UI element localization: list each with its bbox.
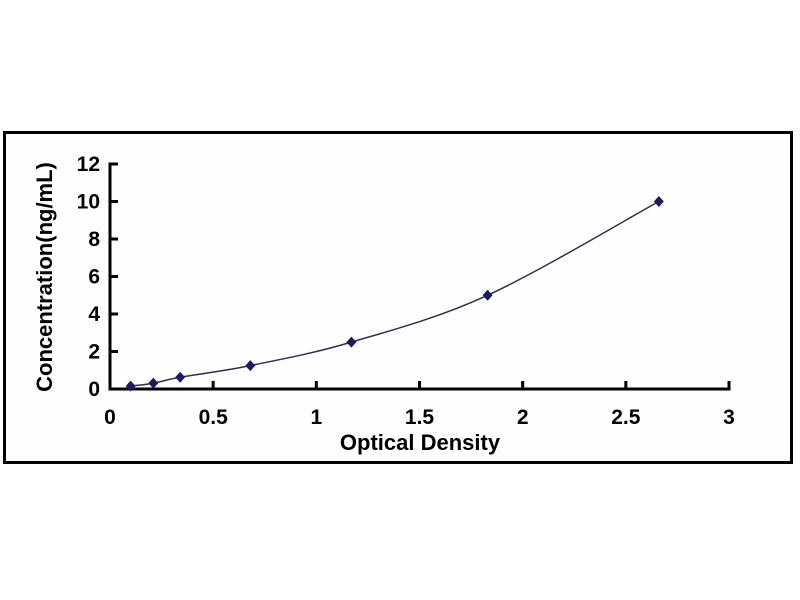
standard-curve-plot: 0 0.5 1 1.5 2 2.5 3 0 2 4 6 8 10 12 Optical Density C… [32,153,735,455]
y-tick-label: 2 [88,341,100,364]
y-tick-label: 0 [88,378,100,401]
x-tick-label: 2 [517,406,529,429]
y-tick-label: 4 [88,303,100,326]
data-point-marker [653,196,664,207]
x-tick-label: 3 [723,406,735,429]
data-point-marker [482,289,493,301]
y-tick-label: 10 [77,191,100,214]
data-point-marker [245,360,256,372]
x-tick-label: 1 [310,406,322,429]
y-axis-title: Concentration(ng/mL) [32,162,57,392]
x-tick-label: 0.5 [199,406,229,429]
data-point-marker [175,371,186,383]
standard-curve-line [130,200,660,387]
y-tick-label: 8 [88,228,100,251]
x-axis-title: Optical Density [340,430,501,455]
x-tick-label: 1.5 [405,406,435,429]
chart-frame: 0 0.5 1 1.5 2 2.5 3 0 2 4 6 8 10 12 Optical Density C… [3,131,793,464]
data-point-marker [125,380,136,392]
y-tick-label: 6 [88,266,100,289]
data-point-marker [148,377,159,389]
y-tick-label: 12 [77,153,100,176]
data-point-marker [346,336,357,348]
x-tick-label: 2.5 [611,406,641,429]
x-tick-label: 0 [104,406,116,429]
plot-generated-group: 0 0.5 1 1.5 2 2.5 3 0 2 4 6 8 10 12 [77,153,735,429]
